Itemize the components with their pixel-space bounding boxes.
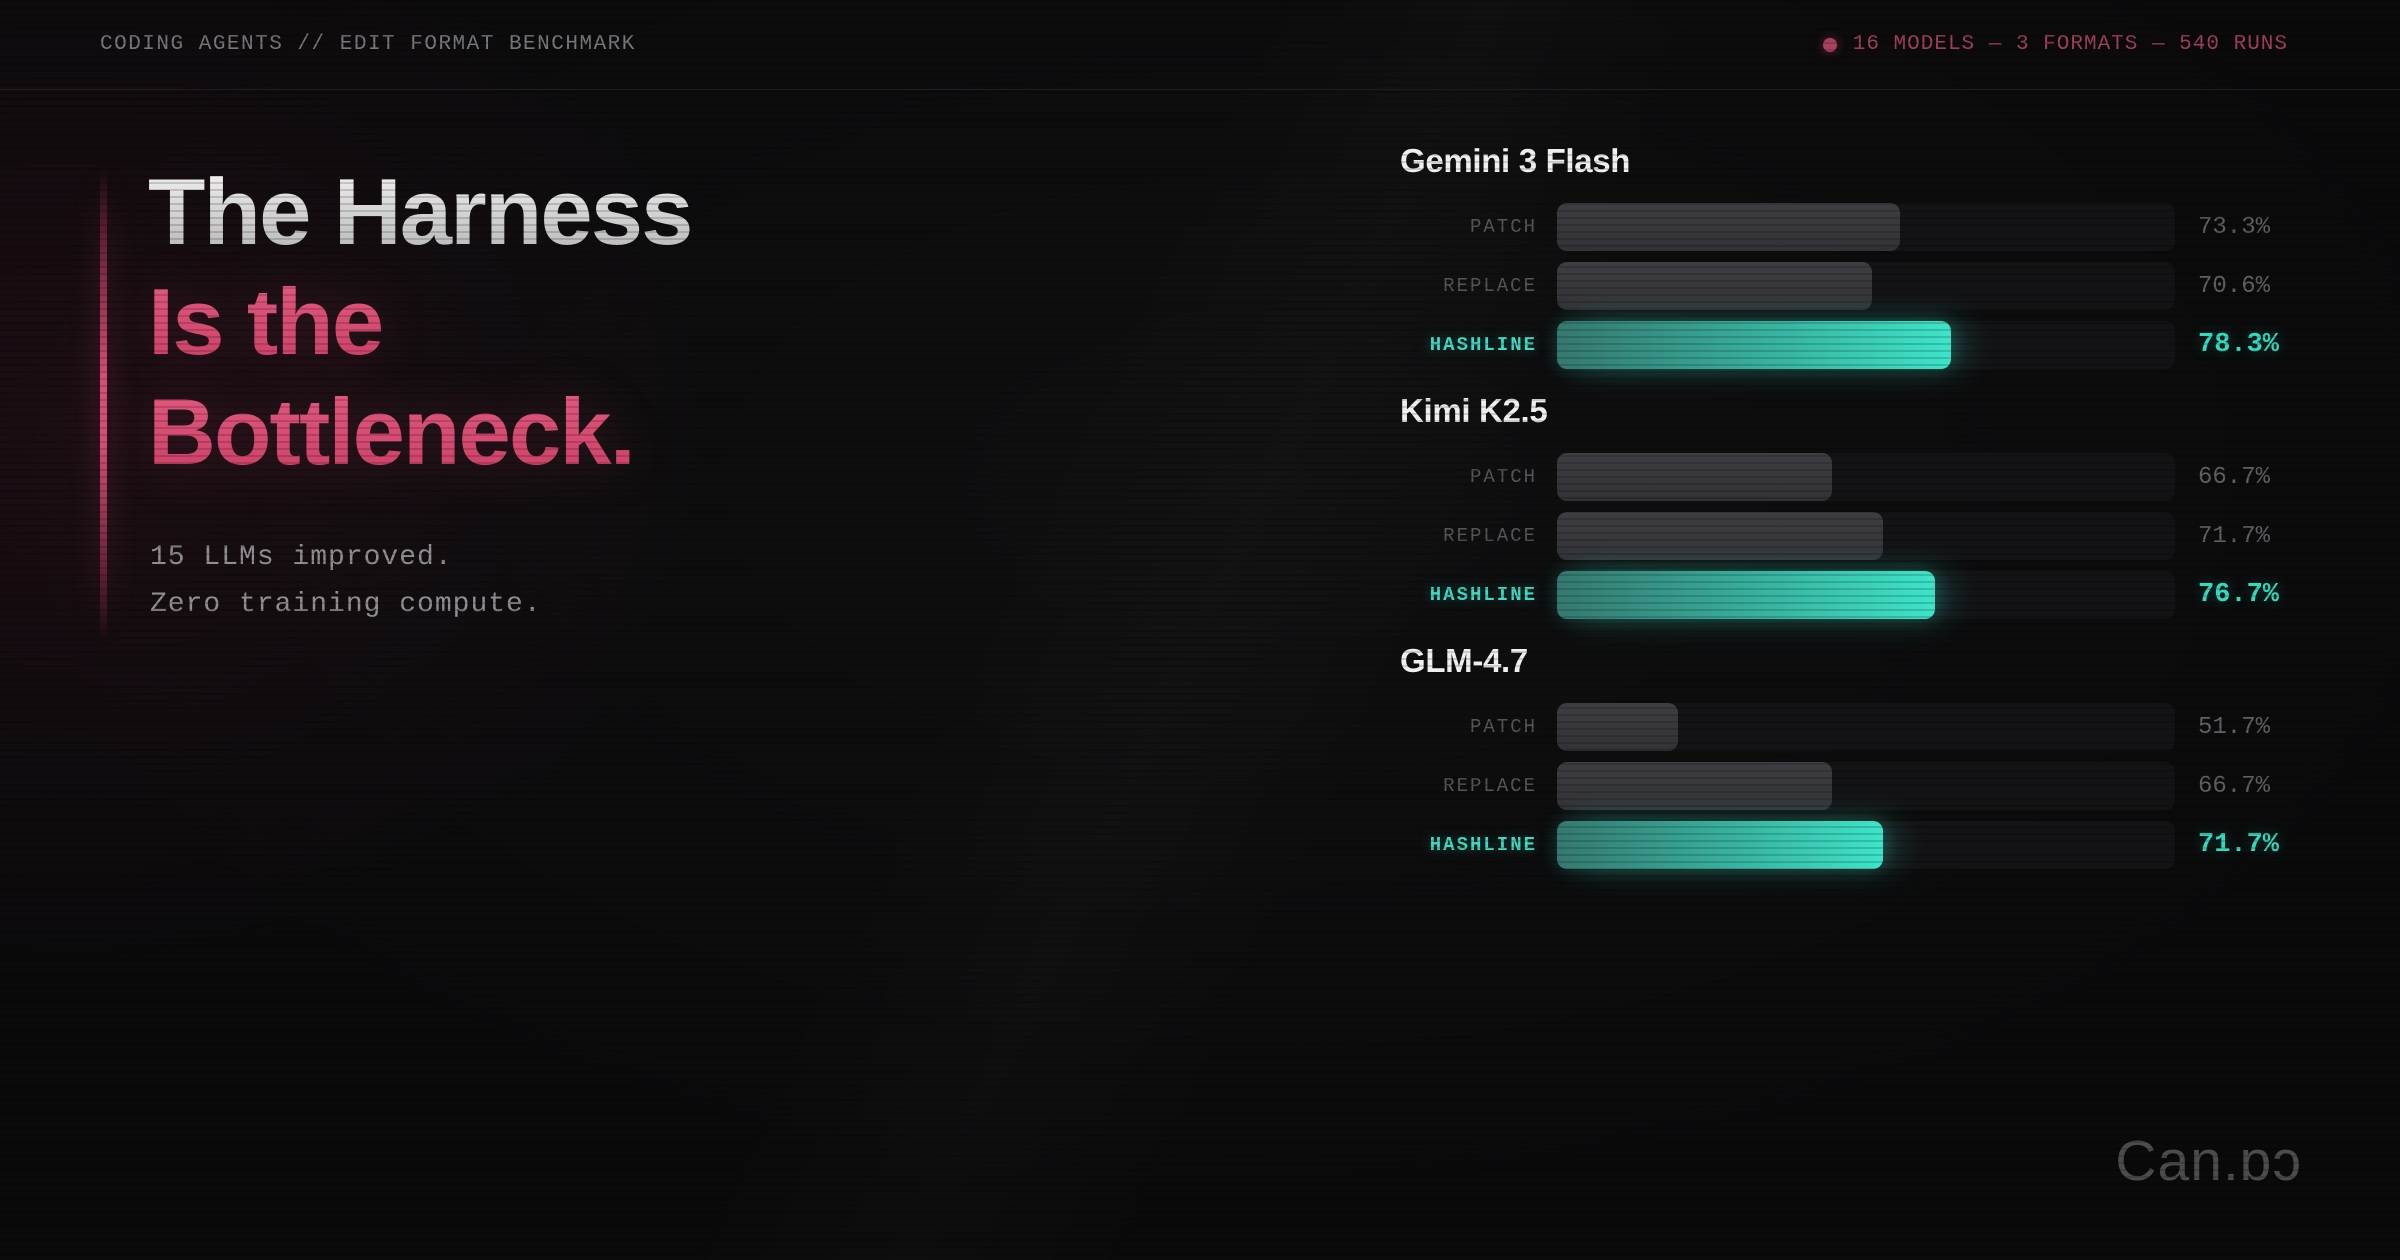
bar-label: HASHLINE: [1429, 584, 1537, 606]
bar-value: 71.7%: [2198, 522, 2271, 550]
model-title: Kimi K2.5: [1400, 392, 1548, 429]
bar-row: PATCH 51.7%: [1400, 703, 2300, 751]
hero-subtitle-line-1: 15 LLMs improved.: [150, 542, 453, 573]
benchmark-chart: Gemini 3 Flash PATCH 73.3% REPLACE 70.6%…: [1400, 141, 2300, 891]
model-title: Gemini 3 Flash: [1400, 142, 1631, 179]
hero-title-line-2: Is the: [148, 267, 692, 377]
bar-fill: [1557, 262, 1873, 310]
hero-title-line-1: The Harness: [148, 157, 693, 267]
bar-fill: [1557, 203, 1900, 251]
bar-label: REPLACE: [1443, 275, 1537, 297]
bar-row: REPLACE 70.6%: [1400, 262, 2300, 310]
model-section: Kimi K2.5 PATCH 66.7% REPLACE 71.7% HASH…: [1400, 391, 2300, 619]
bar-row: HASHLINE 76.7%: [1400, 571, 2300, 619]
header-stats-label: 16 MODELS — 3 FORMATS — 540 RUNS: [1852, 33, 2288, 56]
bar-label: REPLACE: [1443, 525, 1537, 547]
bar-label: REPLACE: [1443, 775, 1537, 797]
bar-track: [1557, 762, 2175, 810]
bar-row: HASHLINE 78.3%: [1400, 321, 2300, 369]
bar-track: [1557, 262, 2175, 310]
header-kicker: CODING AGENTS // EDIT FORMAT BENCHMARK: [100, 33, 636, 56]
bar-fill: [1557, 762, 1832, 810]
bar-row: REPLACE 66.7%: [1400, 762, 2300, 810]
hero-title: The Harness Is the Bottleneck.: [148, 157, 693, 487]
hero-subtitle: 15 LLMs improved. Zero training compute.: [150, 534, 542, 628]
model-rows: PATCH 73.3% REPLACE 70.6% HASHLINE 78.3%: [1400, 203, 2300, 369]
bar-label: HASHLINE: [1429, 834, 1537, 856]
bar-fill: [1557, 703, 1678, 751]
model-rows: PATCH 66.7% REPLACE 71.7% HASHLINE 76.7%: [1400, 453, 2300, 619]
bar-value: 71.7%: [2198, 830, 2280, 860]
bar-track: [1557, 321, 2175, 369]
bar-track: [1557, 571, 2175, 619]
model-section: Gemini 3 Flash PATCH 73.3% REPLACE 70.6%…: [1400, 141, 2300, 369]
accent-rule: [100, 168, 107, 640]
bar-fill: [1557, 453, 1832, 501]
hero-subtitle-line-2: Zero training compute.: [150, 589, 542, 620]
model-title: GLM-4.7: [1400, 642, 1528, 679]
bar-label: PATCH: [1469, 466, 1537, 488]
bar-label: PATCH: [1469, 216, 1537, 238]
bar-value: 51.7%: [2198, 713, 2271, 741]
bar-label: PATCH: [1469, 716, 1537, 738]
bar-value: 66.7%: [2198, 772, 2271, 800]
header-stats: 16 MODELS — 3 FORMATS — 540 RUNS: [1822, 33, 2288, 56]
bar-value: 76.7%: [2198, 580, 2280, 610]
bar-fill: [1557, 571, 1936, 619]
stat-dot-icon: [1822, 37, 1837, 52]
bar-fill: [1557, 321, 1952, 369]
bar-track: [1557, 453, 2175, 501]
bar-track: [1557, 703, 2175, 751]
bar-track: [1557, 821, 2175, 869]
model-section: GLM-4.7 PATCH 51.7% REPLACE 66.7% HASHLI…: [1400, 641, 2300, 869]
bar-value: 70.6%: [2198, 272, 2271, 300]
bar-row: PATCH 73.3%: [1400, 203, 2300, 251]
bar-fill: [1557, 512, 1884, 560]
header-bar: CODING AGENTS // EDIT FORMAT BENCHMARK 1…: [0, 0, 2400, 90]
bar-fill: [1557, 821, 1884, 869]
bar-label: HASHLINE: [1429, 334, 1537, 356]
bar-value: 66.7%: [2198, 463, 2271, 491]
bar-value: 78.3%: [2198, 330, 2280, 360]
bar-row: PATCH 66.7%: [1400, 453, 2300, 501]
bar-track: [1557, 512, 2175, 560]
bar-row: HASHLINE 71.7%: [1400, 821, 2300, 869]
watermark-logo: Can.ɒɔ: [2115, 1129, 2302, 1193]
bar-row: REPLACE 71.7%: [1400, 512, 2300, 560]
bar-track: [1557, 203, 2175, 251]
model-rows: PATCH 51.7% REPLACE 66.7% HASHLINE 71.7%: [1400, 703, 2300, 869]
bar-value: 73.3%: [2198, 213, 2271, 241]
hero-title-line-3: Bottleneck.: [148, 377, 692, 487]
